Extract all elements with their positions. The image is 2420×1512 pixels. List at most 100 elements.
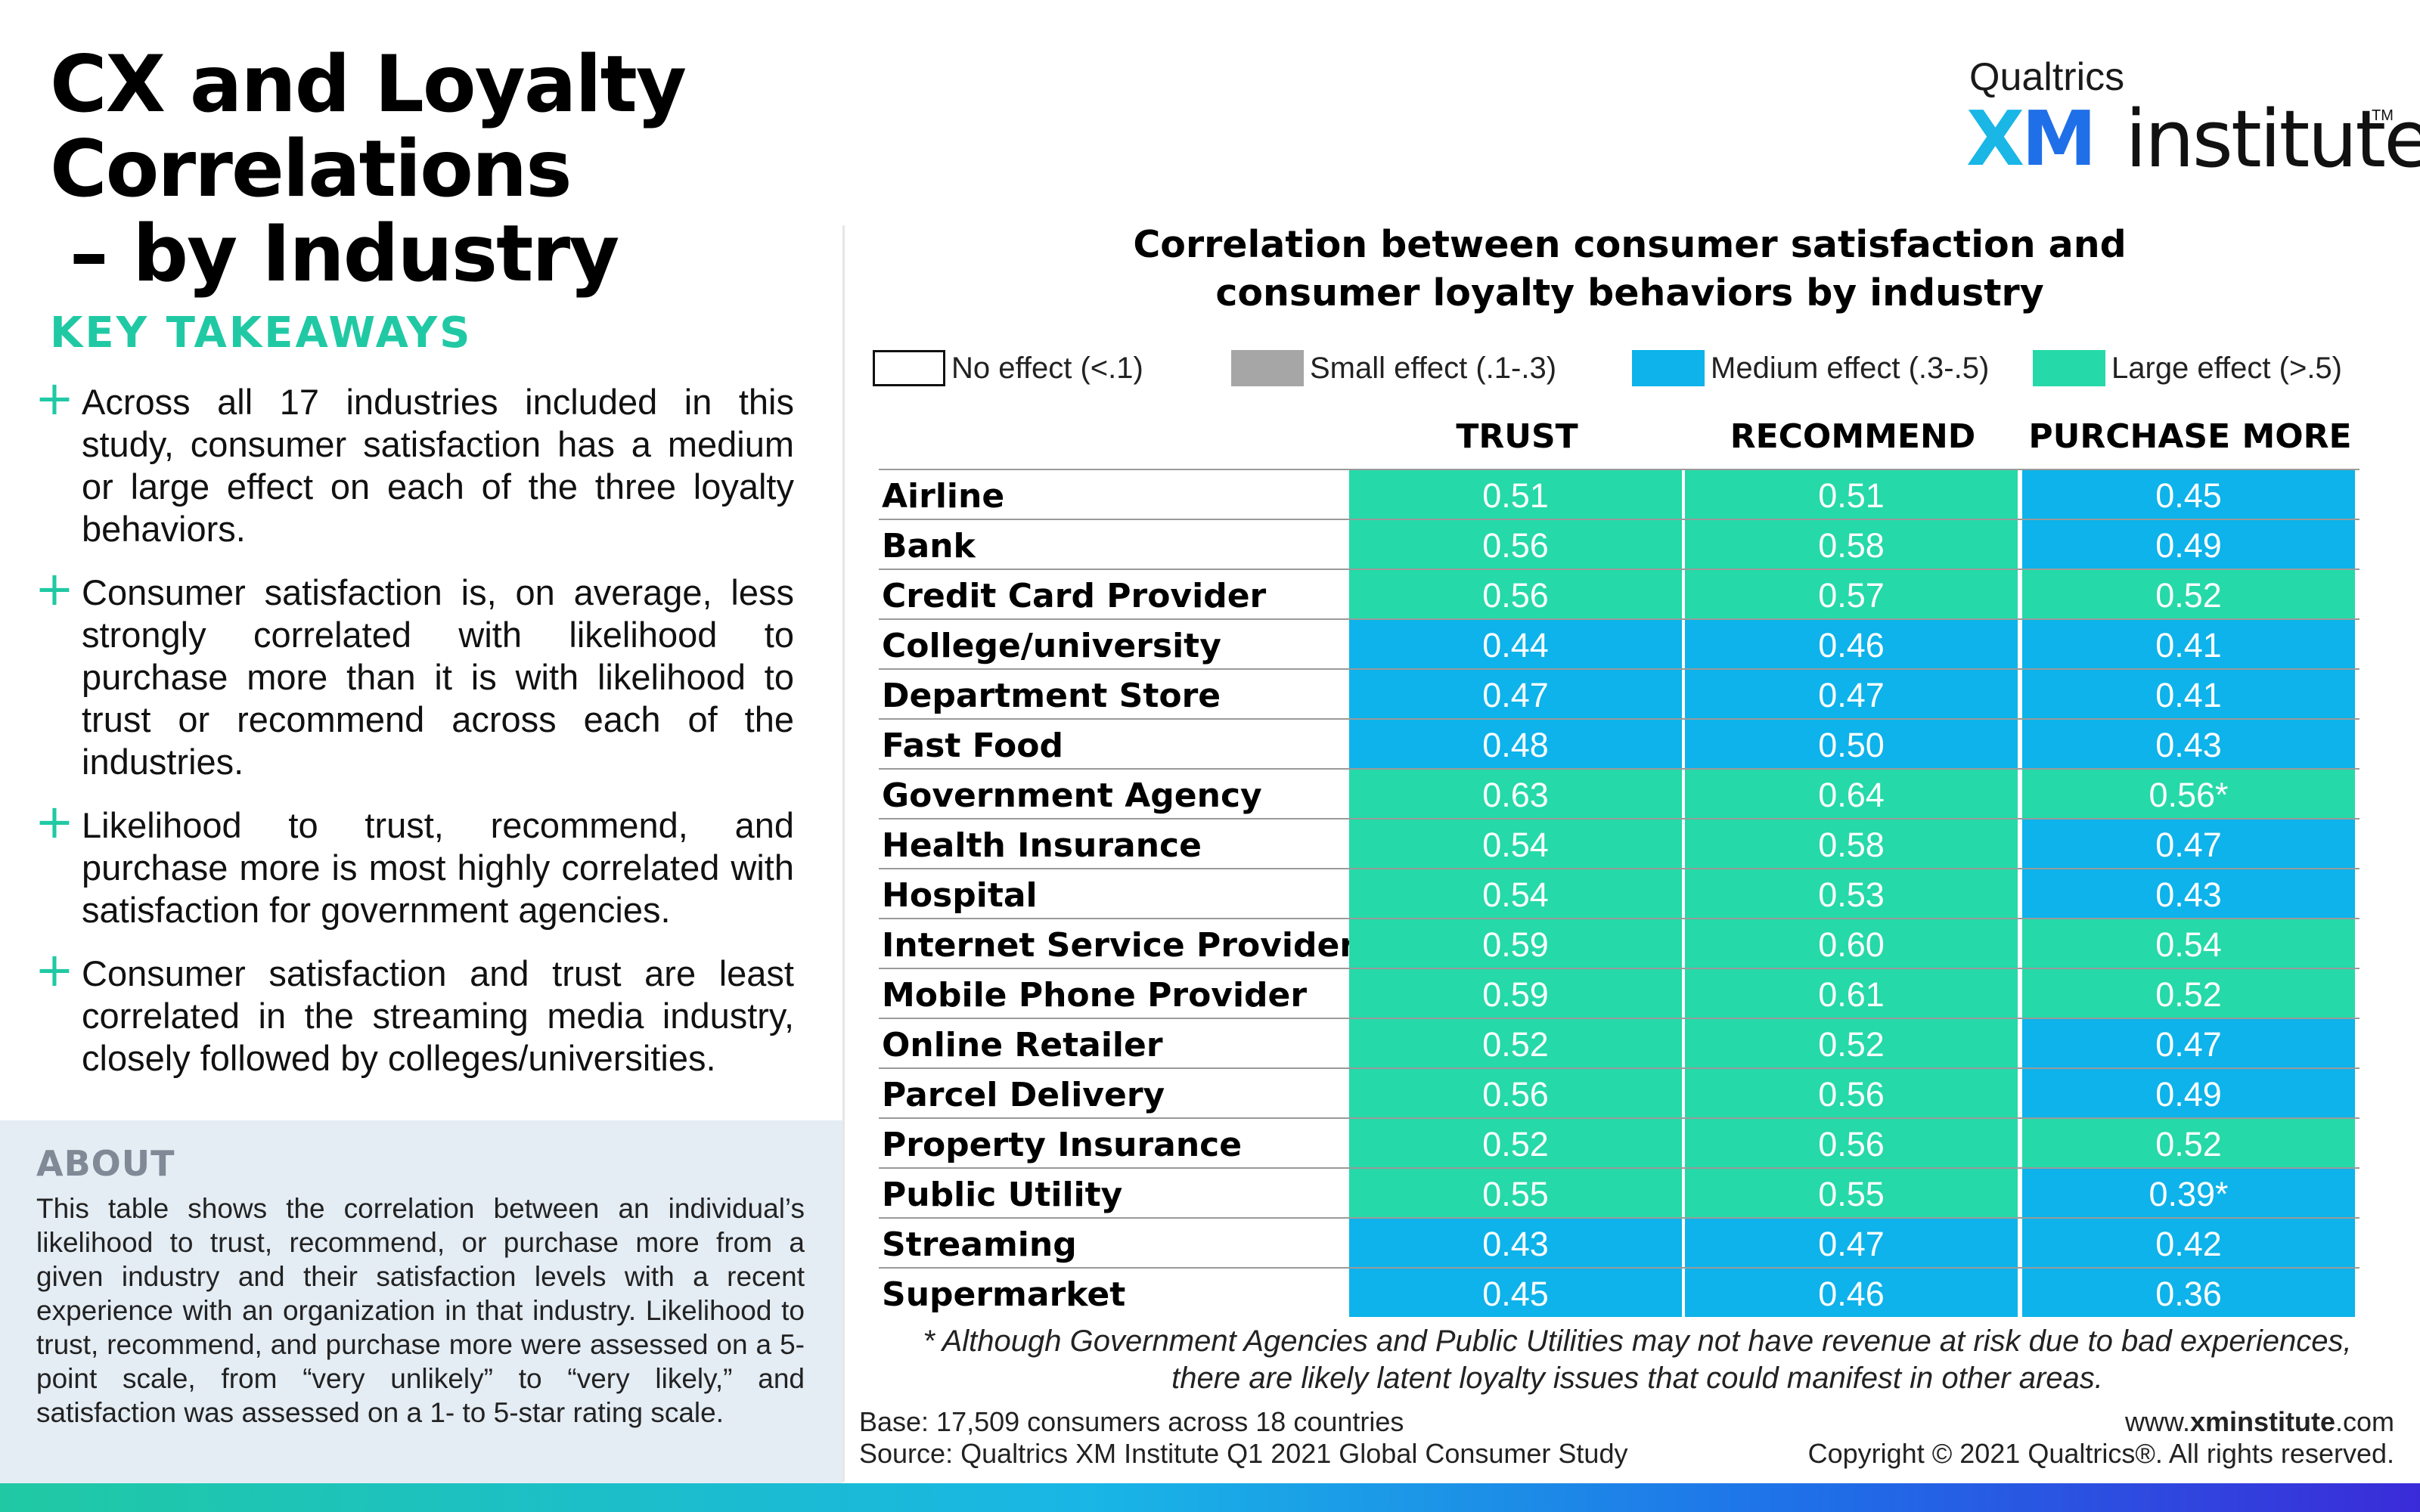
table-cell: 0.47: [2022, 1019, 2355, 1067]
table-cell: 0.60: [1685, 919, 2018, 968]
table-cell: 0.52: [2022, 570, 2355, 618]
table-row: Credit Card Provider 0.56 0.57 0.52: [879, 569, 2360, 618]
legend-item: Small effect (.1-.3): [1231, 348, 1556, 389]
takeaway-text: Across all 17 industries included in thi…: [82, 382, 794, 549]
table-cell: 0.49: [2022, 520, 2355, 569]
table-cell: 0.43: [1349, 1219, 1682, 1267]
table-cell: 0.54: [1349, 820, 1682, 868]
footer-url[interactable]: www.xminstitute.com: [2124, 1406, 2394, 1437]
about-heading: ABOUT: [36, 1143, 175, 1184]
table-cell: 0.41: [2022, 620, 2355, 668]
table-row: Public Utility 0.55 0.55 0.39*: [879, 1167, 2360, 1217]
chart-title-line-2: consumer loyalty behaviors by industry: [1215, 271, 2044, 314]
row-label: Health Insurance: [882, 826, 1202, 865]
table-cell: 0.47: [1685, 1219, 2018, 1267]
legend-swatch: [1632, 350, 1705, 386]
footer-source: Source: Qualtrics XM Institute Q1 2021 G…: [859, 1438, 1628, 1469]
table-cell: 0.45: [2022, 470, 2355, 519]
row-label: Airline: [882, 477, 1005, 516]
title-line-1: CX and Loyalty Correlations: [50, 39, 687, 215]
takeaway-item: + Across all 17 industries included in th…: [35, 375, 794, 550]
about-text: This table shows the correlation between…: [36, 1193, 805, 1428]
table-row: Streaming 0.43 0.47 0.42: [879, 1217, 2360, 1267]
table-row: Online Retailer 0.52 0.52 0.47: [879, 1018, 2360, 1067]
row-label: Property Insurance: [882, 1126, 1243, 1164]
row-label: Hospital: [882, 876, 1038, 915]
key-takeaways-heading: KEY TAKEAWAYS: [50, 308, 473, 358]
column-header: RECOMMEND: [1730, 417, 1976, 456]
table-cell: 0.61: [1685, 969, 2018, 1018]
footer-base-source: Base: 17,509 consumers across 18 countri…: [859, 1406, 1627, 1470]
table-row: Airline 0.51 0.51 0.45: [879, 469, 2360, 519]
table-cell: 0.55: [1349, 1169, 1682, 1217]
footer-rights: www.xminstitute.com Copyright © 2021 Qua…: [1808, 1406, 2394, 1470]
legend-item: Medium effect (.3-.5): [1632, 348, 1989, 389]
bottom-gradient-bar: [0, 1483, 2420, 1512]
logo-trademark: TM: [2372, 107, 2394, 124]
table-cell: 0.56*: [2022, 770, 2355, 818]
legend-label: Large effect (>.5): [2111, 351, 2342, 385]
table-row: Mobile Phone Provider 0.59 0.61 0.52: [879, 968, 2360, 1018]
table-row: Fast Food 0.48 0.50 0.43: [879, 718, 2360, 768]
column-divider: [842, 225, 845, 1482]
table-cell: 0.52: [1685, 1019, 2018, 1067]
legend-item: Large effect (>.5): [2033, 348, 2342, 389]
table-cell: 0.56: [1349, 520, 1682, 569]
row-label: Streaming: [882, 1225, 1077, 1264]
footer-base: Base: 17,509 consumers across 18 countri…: [859, 1406, 1404, 1437]
table-cell: 0.49: [2022, 1069, 2355, 1117]
logo-xm-mark: XM: [1966, 94, 2097, 183]
table-cell: 0.64: [1685, 770, 2018, 818]
chart-title: Correlation between consumer satisfactio…: [892, 221, 2367, 318]
table-cell: 0.56: [1685, 1069, 2018, 1117]
table-row: Internet Service Provider 0.59 0.60 0.54: [879, 918, 2360, 968]
takeaway-item: + Likelihood to trust, recommend, and pur…: [35, 798, 794, 931]
table-cell: 0.45: [1349, 1269, 1682, 1317]
legend-item: No effect (<.1): [873, 348, 1143, 389]
table-row: Property Insurance 0.52 0.56 0.52: [879, 1117, 2360, 1167]
table-cell: 0.58: [1685, 520, 2018, 569]
chart-legend: No effect (<.1) Small effect (.1-.3) Mediu…: [873, 348, 2385, 389]
takeaway-text: Consumer satisfaction is, on average, le…: [82, 572, 794, 782]
table-cell: 0.42: [2022, 1219, 2355, 1267]
row-label: Government Agency: [882, 776, 1262, 815]
row-label: Fast Food: [882, 727, 1063, 765]
takeaway-text: Consumer satisfaction and trust are leas…: [82, 953, 794, 1078]
table-cell: 0.52: [2022, 1119, 2355, 1167]
table-cell: 0.54: [2022, 919, 2355, 968]
key-takeaways-list: + Across all 17 industries included in th…: [35, 375, 794, 1101]
row-label: Internet Service Provider: [882, 926, 1356, 965]
footnote-line-1: * Although Government Agencies and Publi…: [923, 1325, 2352, 1358]
row-label: Credit Card Provider: [882, 577, 1267, 615]
table-cell: 0.50: [1685, 720, 2018, 768]
row-label: Bank: [882, 527, 976, 565]
chart-title-line-1: Correlation between consumer satisfactio…: [1133, 223, 2127, 266]
table-row: Government Agency 0.63 0.64 0.56*: [879, 768, 2360, 818]
row-label: Department Store: [882, 677, 1221, 715]
table-cell: 0.52: [1349, 1019, 1682, 1067]
column-header: PURCHASE MORE: [2028, 417, 2352, 456]
table-row: Department Store 0.47 0.47 0.41: [879, 668, 2360, 718]
table-cell: 0.52: [1349, 1119, 1682, 1167]
table-row: College/university 0.44 0.46 0.41: [879, 618, 2360, 668]
table-cell: 0.54: [1349, 869, 1682, 918]
title-line-2: – by Industry: [70, 209, 619, 299]
table-cell: 0.41: [2022, 670, 2355, 718]
table-cell: 0.51: [1685, 470, 2018, 519]
table-cell: 0.58: [1685, 820, 2018, 868]
table-cell: 0.48: [1349, 720, 1682, 768]
plus-icon: +: [35, 942, 74, 997]
footnote-line-2: there are likely latent loyalty issues t…: [1171, 1362, 2103, 1395]
legend-swatch: [873, 350, 945, 386]
table-cell: 0.59: [1349, 919, 1682, 968]
table-row: Supermarket 0.45 0.46 0.36: [879, 1267, 2360, 1317]
about-panel: ABOUT This table shows the correlation b…: [0, 1120, 842, 1483]
legend-swatch: [2033, 350, 2105, 386]
table-cell: 0.47: [1349, 670, 1682, 718]
plus-icon: +: [35, 794, 74, 849]
takeaway-item: + Consumer satisfaction is, on average, l…: [35, 565, 794, 783]
table-row: Parcel Delivery 0.56 0.56 0.49: [879, 1067, 2360, 1117]
column-header: TRUST: [1456, 417, 1578, 456]
legend-label: Small effect (.1-.3): [1310, 351, 1557, 385]
footnote: * Although Government Agencies and Publi…: [892, 1323, 2382, 1397]
